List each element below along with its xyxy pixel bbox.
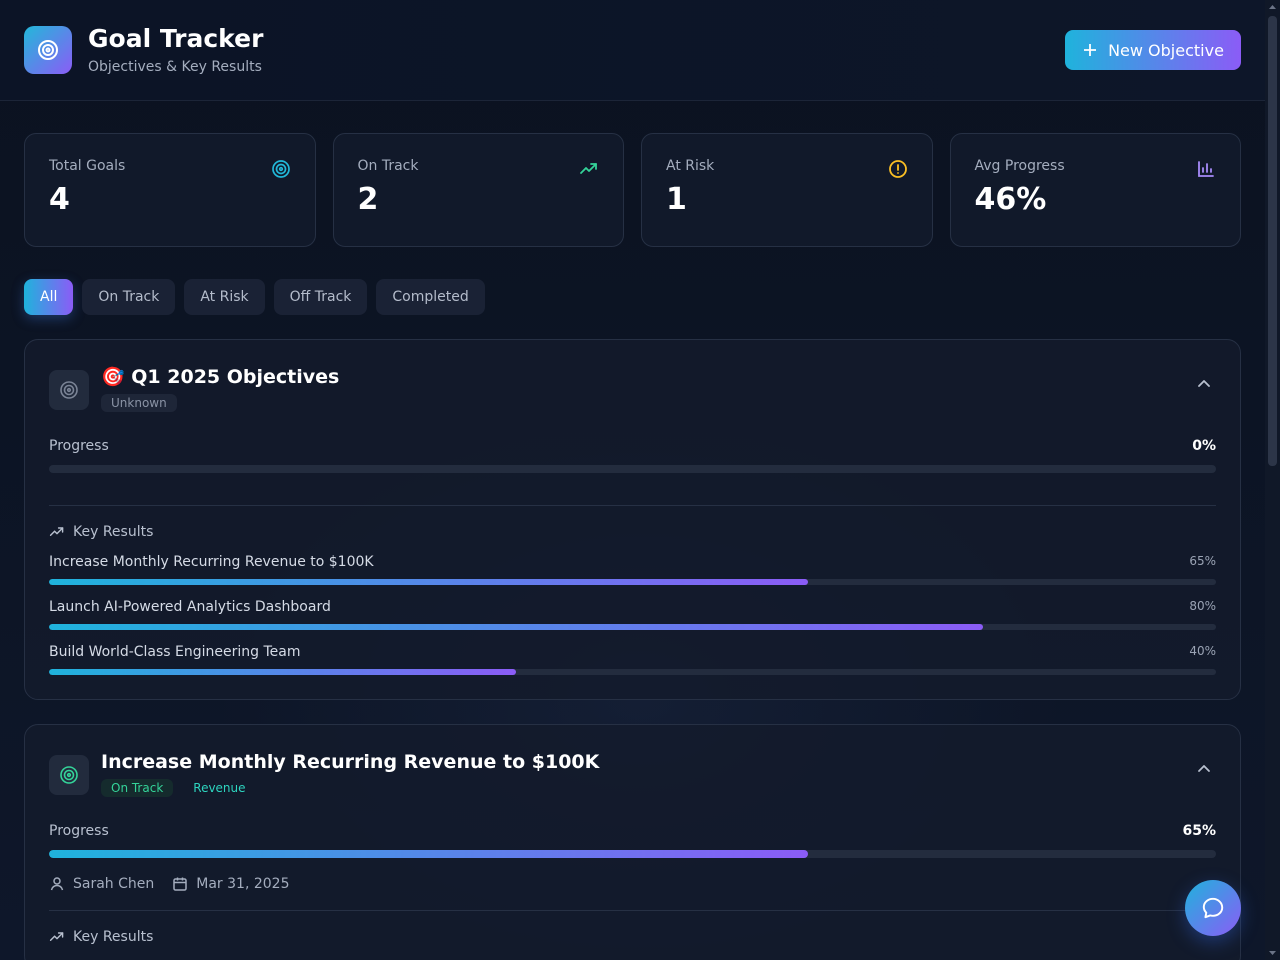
divider xyxy=(49,910,1216,911)
page-scrollbar[interactable] xyxy=(1265,0,1280,960)
stat-label: Total Goals xyxy=(49,158,126,174)
alert-circle-icon xyxy=(888,160,907,178)
key-result-bar-fill xyxy=(49,579,808,585)
filter-all[interactable]: All xyxy=(24,279,74,315)
key-result-percent: 40% xyxy=(1189,644,1216,658)
key-result-item: Launch AI-Powered Analytics Dashboard 80… xyxy=(49,599,1216,630)
scroll-up-arrow-icon[interactable] xyxy=(1268,2,1277,12)
target-icon xyxy=(60,766,78,784)
key-result-name: Build World-Class Engineering Team xyxy=(49,644,301,660)
new-objective-button[interactable]: New Objective xyxy=(1065,30,1241,70)
plus-icon xyxy=(1084,44,1097,56)
chevron-up-icon xyxy=(1198,765,1210,772)
goal-card: 🎯 Q1 2025 Objectives Unknown Progress 0%… xyxy=(24,339,1241,700)
calendar-icon xyxy=(173,877,188,891)
goal-meta: Sarah Chen Mar 31, 2025 xyxy=(49,876,1216,892)
brand: Goal Tracker Objectives & Key Results xyxy=(88,24,264,76)
scrollbar-thumb[interactable] xyxy=(1268,16,1277,466)
due-date-value: Mar 31, 2025 xyxy=(196,876,290,892)
goal-icon-container xyxy=(49,370,89,410)
filter-on-track[interactable]: On Track xyxy=(82,279,176,315)
stat-value: 4 xyxy=(49,182,70,217)
new-objective-label: New Objective xyxy=(1108,40,1224,60)
key-results-header: Key Results xyxy=(49,929,1216,945)
stat-label: At Risk xyxy=(666,158,715,174)
progress-bar xyxy=(49,465,1216,473)
key-result-bar-fill xyxy=(49,669,516,675)
progress-bar-fill xyxy=(49,850,808,858)
stats-row: Total Goals 4 On Track 2 At Risk 1 Avg P… xyxy=(0,101,1265,247)
chat-button[interactable] xyxy=(1185,880,1241,936)
goal-card: Increase Monthly Recurring Revenue to $1… xyxy=(24,724,1241,960)
key-result-item: Build World-Class Engineering Team 40% xyxy=(49,644,1216,675)
progress-label: Progress xyxy=(49,823,109,839)
bar-chart-icon xyxy=(1198,161,1214,177)
divider xyxy=(49,505,1216,506)
target-icon xyxy=(60,381,78,399)
key-result-item: Increase Monthly Recurring Revenue to $1… xyxy=(49,554,1216,585)
stat-value: 46% xyxy=(974,182,1047,217)
target-icon xyxy=(271,160,290,178)
trending-up-icon xyxy=(49,527,64,536)
stat-avg-progress: Avg Progress 46% xyxy=(949,133,1241,247)
key-result-name: Increase Monthly Recurring Revenue to $1… xyxy=(49,554,374,570)
chat-bubble-icon xyxy=(1202,897,1224,919)
collapse-toggle[interactable] xyxy=(1192,757,1216,781)
owner: Sarah Chen xyxy=(49,876,154,892)
progress-bar xyxy=(49,850,1216,858)
stat-total-goals: Total Goals 4 xyxy=(24,133,316,247)
status-badge: Unknown xyxy=(101,394,177,412)
collapse-toggle[interactable] xyxy=(1192,372,1216,396)
app-subtitle: Objectives & Key Results xyxy=(88,59,262,75)
stat-value: 1 xyxy=(666,182,687,217)
key-result-bar-fill xyxy=(49,624,983,630)
key-results-label: Key Results xyxy=(73,524,154,540)
app-title: Goal Tracker xyxy=(88,24,264,53)
stat-at-risk: At Risk 1 xyxy=(641,133,933,247)
key-result-bar xyxy=(49,669,1216,675)
filter-at-risk[interactable]: At Risk xyxy=(184,279,265,315)
trending-up-icon xyxy=(580,163,597,174)
app-header: Goal Tracker Objectives & Key Results Ne… xyxy=(0,0,1265,101)
filter-completed[interactable]: Completed xyxy=(376,279,485,315)
key-result-name: Launch AI-Powered Analytics Dashboard xyxy=(49,599,331,615)
owner-name: Sarah Chen xyxy=(73,876,155,892)
chevron-up-icon xyxy=(1198,380,1210,387)
progress-value: 0% xyxy=(1192,438,1216,454)
category-badge: Revenue xyxy=(193,781,246,795)
stat-label: Avg Progress xyxy=(974,158,1065,174)
target-icon xyxy=(38,40,58,60)
status-badge: On Track xyxy=(101,779,174,797)
trending-up-icon xyxy=(49,932,64,941)
status-filters: All On Track At Risk Off Track Completed xyxy=(0,247,1265,315)
filter-off-track[interactable]: Off Track xyxy=(273,279,368,315)
scroll-down-arrow-icon[interactable] xyxy=(1268,948,1277,958)
key-results-header: Key Results xyxy=(49,524,1216,540)
due-date: Mar 31, 2025 xyxy=(172,876,289,892)
key-result-bar xyxy=(49,624,1216,630)
stat-label: On Track xyxy=(357,158,419,174)
user-icon xyxy=(50,877,64,891)
goal-icon-container xyxy=(49,755,89,795)
app-logo xyxy=(24,26,72,74)
stat-value: 2 xyxy=(357,182,379,217)
progress-value: 65% xyxy=(1182,823,1216,839)
key-result-bar xyxy=(49,579,1216,585)
key-results-label: Key Results xyxy=(73,929,154,945)
goal-title: 🎯 Q1 2025 Objectives xyxy=(101,366,340,388)
key-result-percent: 80% xyxy=(1189,599,1216,613)
key-result-percent: 65% xyxy=(1189,554,1216,568)
progress-label: Progress xyxy=(49,438,109,454)
goal-title: Increase Monthly Recurring Revenue to $1… xyxy=(101,751,600,773)
stat-on-track: On Track 2 xyxy=(332,133,624,247)
